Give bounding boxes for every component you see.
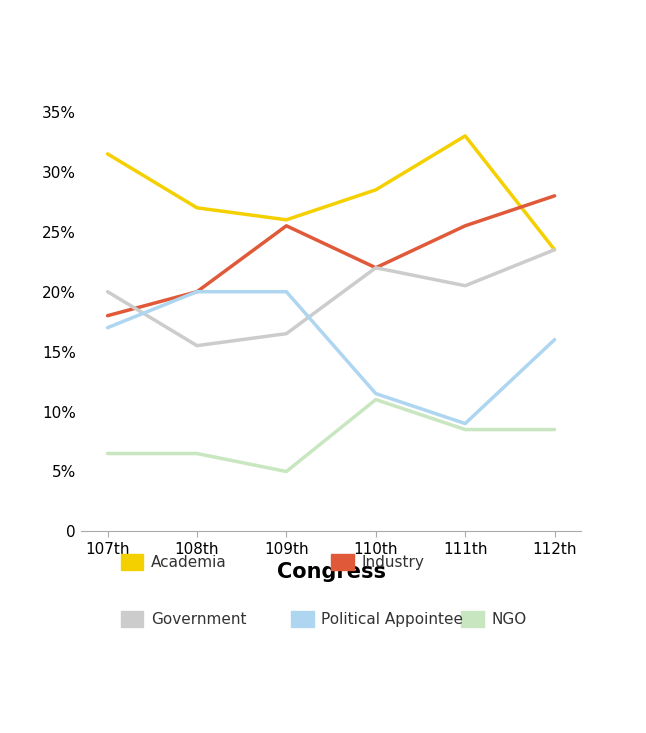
FancyBboxPatch shape [291,611,313,627]
X-axis label: Congress: Congress [276,562,386,583]
Text: Academia: Academia [151,555,227,570]
FancyBboxPatch shape [331,554,353,570]
FancyBboxPatch shape [121,611,143,627]
Text: Government: Government [151,611,246,627]
Text: Industry: Industry [361,555,424,570]
FancyBboxPatch shape [121,554,143,570]
FancyBboxPatch shape [461,611,484,627]
Text: Political Appointee: Political Appointee [321,611,463,627]
Text: NGO: NGO [492,611,526,627]
